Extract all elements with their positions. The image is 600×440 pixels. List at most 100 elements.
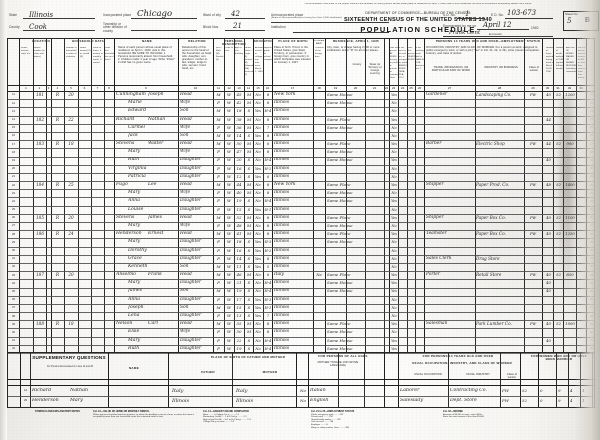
cell-value[interactable]: 44 <box>546 141 551 147</box>
cell-value[interactable]: 40 <box>546 280 551 286</box>
cell-value[interactable]: W <box>226 296 232 302</box>
cell-value[interactable]: M <box>216 288 221 294</box>
cell-value[interactable]: Same House <box>327 190 353 196</box>
cell-value[interactable]: S <box>247 157 251 163</box>
cell-value[interactable]: Walter <box>148 141 164 147</box>
cell-value[interactable]: Richard <box>116 116 135 122</box>
cell-value[interactable]: 41 <box>236 231 242 237</box>
cell-value[interactable]: 1000 <box>565 321 575 327</box>
cell-value[interactable]: 18 <box>236 108 242 114</box>
cell-value[interactable]: Wife <box>180 222 191 228</box>
cell-value[interactable]: 50 <box>236 329 242 335</box>
cell-value[interactable]: M <box>246 141 252 147</box>
cell-value[interactable]: No <box>255 330 261 335</box>
cell-value[interactable]: 7 <box>266 125 270 130</box>
cell-value[interactable]: Daughter <box>180 239 202 245</box>
cell-value[interactable]: 48 <box>546 182 551 188</box>
cell-value[interactable]: W <box>226 345 232 351</box>
cell-value[interactable]: Carl <box>148 321 158 327</box>
cell-value[interactable]: Daughter <box>180 157 202 163</box>
supp-cell-value[interactable]: 9 <box>558 397 561 403</box>
cell-value[interactable]: Illinois <box>274 149 290 155</box>
cell-value[interactable]: W <box>226 329 232 335</box>
supp-cell-value[interactable]: Illinois <box>236 397 254 404</box>
cell-value[interactable]: Yes <box>254 264 262 269</box>
cell-value[interactable]: No <box>255 92 261 97</box>
cell-value[interactable]: 184 <box>36 182 44 188</box>
cell-value[interactable]: 8 <box>266 150 270 155</box>
cell-value[interactable]: R <box>55 182 60 188</box>
cell-value[interactable]: F <box>217 124 220 130</box>
cell-value[interactable]: W <box>226 206 232 212</box>
cell-value[interactable]: No <box>255 191 261 196</box>
cell-value[interactable]: Illinois <box>274 173 290 179</box>
cell-value[interactable]: 50 <box>236 141 242 147</box>
cell-value[interactable]: R <box>55 231 60 237</box>
cell-value[interactable]: Yes <box>391 273 397 278</box>
cell-value[interactable]: Yes <box>391 199 397 204</box>
cell-value[interactable]: W <box>226 247 232 253</box>
cell-value[interactable]: 18 <box>68 321 74 327</box>
cell-value[interactable]: H-2 <box>264 248 272 253</box>
cell-value[interactable]: Yes <box>254 314 262 319</box>
cell-value[interactable]: Yes <box>391 158 397 163</box>
cell-value[interactable]: M <box>246 182 252 188</box>
cell-value[interactable]: Mary <box>128 149 141 155</box>
cell-value[interactable]: F <box>217 296 220 302</box>
cell-value[interactable]: Head <box>180 91 192 97</box>
cell-value[interactable]: M <box>246 190 252 196</box>
cell-value[interactable]: 12 <box>236 173 242 179</box>
cell-value[interactable]: F <box>217 222 220 228</box>
cell-value[interactable]: Same House <box>327 157 353 163</box>
cell-value[interactable]: Anna <box>128 198 140 204</box>
cell-value[interactable]: F <box>217 280 220 286</box>
cell-value[interactable]: 21 <box>236 280 242 286</box>
cell-value[interactable]: 36 <box>236 124 242 130</box>
cell-value[interactable]: F <box>217 313 220 319</box>
cell-value[interactable]: Wife <box>180 329 191 335</box>
cell-value[interactable]: 19 <box>236 288 242 294</box>
cell-value[interactable]: S <box>247 288 251 294</box>
cell-value[interactable]: F <box>217 329 220 335</box>
cell-value[interactable]: 20 <box>68 91 74 97</box>
cell-value[interactable]: Ernest <box>148 231 164 237</box>
supp-cell-value[interactable]: Italy <box>236 387 248 394</box>
cell-value[interactable]: PW <box>529 322 537 327</box>
supp-cell-value[interactable]: English <box>310 397 329 403</box>
cell-value[interactable]: Same Place <box>327 272 351 278</box>
cell-value[interactable]: 1250 <box>564 231 576 238</box>
sd-value[interactable]: 1 <box>465 10 470 18</box>
cell-value[interactable]: Yes <box>391 322 397 327</box>
cell-value[interactable]: 48 <box>236 222 242 228</box>
cell-value[interactable]: 1100 <box>564 215 576 222</box>
cell-value[interactable]: S <box>247 337 251 343</box>
cell-value[interactable]: W <box>226 165 232 171</box>
cell-value[interactable]: Illinois <box>274 288 290 294</box>
cell-value[interactable]: Daughter <box>180 206 202 212</box>
cell-value[interactable]: New York <box>274 91 296 97</box>
cell-value[interactable]: W <box>226 198 232 204</box>
cell-value[interactable]: 44 <box>546 116 551 122</box>
supp-cell-value[interactable]: Italy <box>172 387 184 394</box>
cell-value[interactable]: R <box>55 116 60 122</box>
cell-value[interactable]: W <box>226 100 232 106</box>
cell-value[interactable]: Marie <box>128 100 142 106</box>
cell-value[interactable]: W <box>226 272 232 278</box>
cell-value[interactable]: 6 <box>266 273 270 278</box>
cell-value[interactable]: 24 <box>68 231 74 237</box>
cell-value[interactable]: 52 <box>554 215 563 222</box>
cell-value[interactable]: 5 <box>266 264 270 269</box>
cell-value[interactable]: 47 <box>236 149 242 155</box>
cell-value[interactable]: M <box>246 149 252 155</box>
supp-cell-value[interactable]: Nathan <box>70 387 89 393</box>
cell-value[interactable]: W <box>226 182 232 188</box>
cell-value[interactable]: 1400 <box>564 182 576 189</box>
cell-value[interactable]: Son <box>180 263 189 269</box>
cell-value[interactable]: S <box>247 263 251 269</box>
cell-value[interactable]: W <box>226 263 232 269</box>
cell-value[interactable]: F <box>217 100 220 106</box>
cell-value[interactable]: Same Place <box>327 182 351 188</box>
cell-value[interactable]: S <box>247 132 251 138</box>
cell-value[interactable]: 188 <box>36 321 44 327</box>
cell-value[interactable]: S <box>247 165 251 171</box>
